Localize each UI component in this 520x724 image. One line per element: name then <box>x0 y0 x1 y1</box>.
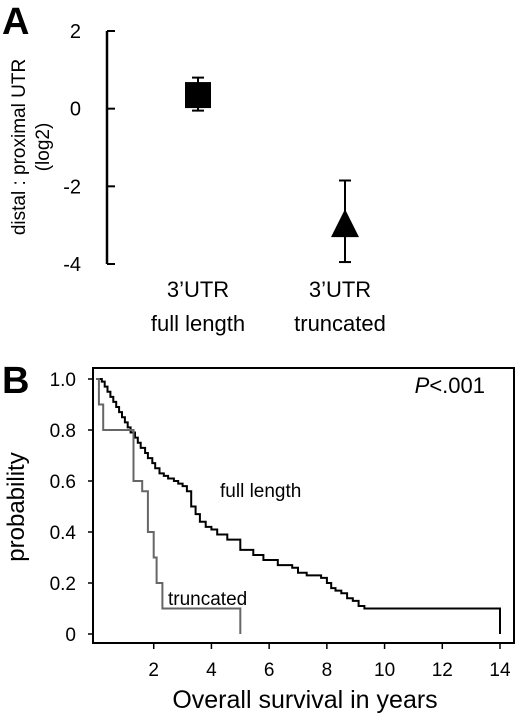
panel-b-label: B <box>2 360 29 402</box>
panel-b-xtick-label: 6 <box>264 660 275 681</box>
category-label-full-length-line2: full length <box>151 311 245 336</box>
series-label-full-length: full length <box>220 481 301 502</box>
panel-a-ytick-label: 0 <box>70 99 81 121</box>
panel-a-y-ticks: 2 0 -2 -4 <box>63 21 115 276</box>
triangle-marker <box>331 209 359 238</box>
panel-b-x-ticks: 2 4 6 8 10 12 14 <box>148 643 511 681</box>
panel-b-xtick-label: 2 <box>148 660 159 681</box>
panel-b-xtick-label: 10 <box>374 660 395 681</box>
panel-b-ytick-label: 0.6 <box>50 472 76 493</box>
panel-b-ytick-label: 0.4 <box>50 523 77 544</box>
p-value: <.001 <box>429 373 485 398</box>
survival-curve-full-length <box>96 378 501 634</box>
category-label-full-length-line1: 3’UTR <box>167 277 229 302</box>
panel-a-ytick-label: -4 <box>63 254 81 276</box>
panel-b-ytick-label: 0.2 <box>50 574 76 595</box>
panel-b-xtick-label: 8 <box>322 660 333 681</box>
p-letter: P <box>415 373 430 398</box>
panel-b-ytick-label: 0 <box>65 625 76 646</box>
panel-b-series <box>96 378 501 634</box>
panel-b-xtick-label: 4 <box>206 660 217 681</box>
category-label-truncated-line2: truncated <box>294 311 386 336</box>
panel-b-xlabel: Overall survival in years <box>172 686 437 714</box>
panel-a-ytick-label: 2 <box>70 21 81 43</box>
p-value-annotation: P<.001 <box>415 373 485 398</box>
square-marker <box>185 82 211 109</box>
panel-b-xtick-label: 12 <box>432 660 453 681</box>
panel-a-ylabel: distal : proximal UTR (log2) <box>9 59 54 235</box>
panel-b-y-ticks: 1.0 0.8 0.6 0.4 0.2 0 <box>50 370 93 646</box>
category-label-truncated-line1: 3’UTR <box>309 277 371 302</box>
panel-b-ytick-label: 1.0 <box>50 370 76 391</box>
panel-a-ytick-label: -2 <box>63 176 81 198</box>
panel-b-ylabel: probability <box>3 452 30 561</box>
panel-a-ylabel-line1: distal : proximal UTR <box>9 59 30 235</box>
panel-a-points <box>185 76 359 264</box>
panel-b-xtick-label: 14 <box>489 660 511 681</box>
panel-a-ylabel-line2: (log2) <box>33 123 54 172</box>
panel-b-plot-frame <box>92 367 515 644</box>
panel-b-ytick-label: 0.8 <box>50 421 76 442</box>
panel-a-label: A <box>2 1 29 43</box>
series-label-truncated: truncated <box>168 589 247 610</box>
survival-curve-truncated <box>96 378 242 634</box>
